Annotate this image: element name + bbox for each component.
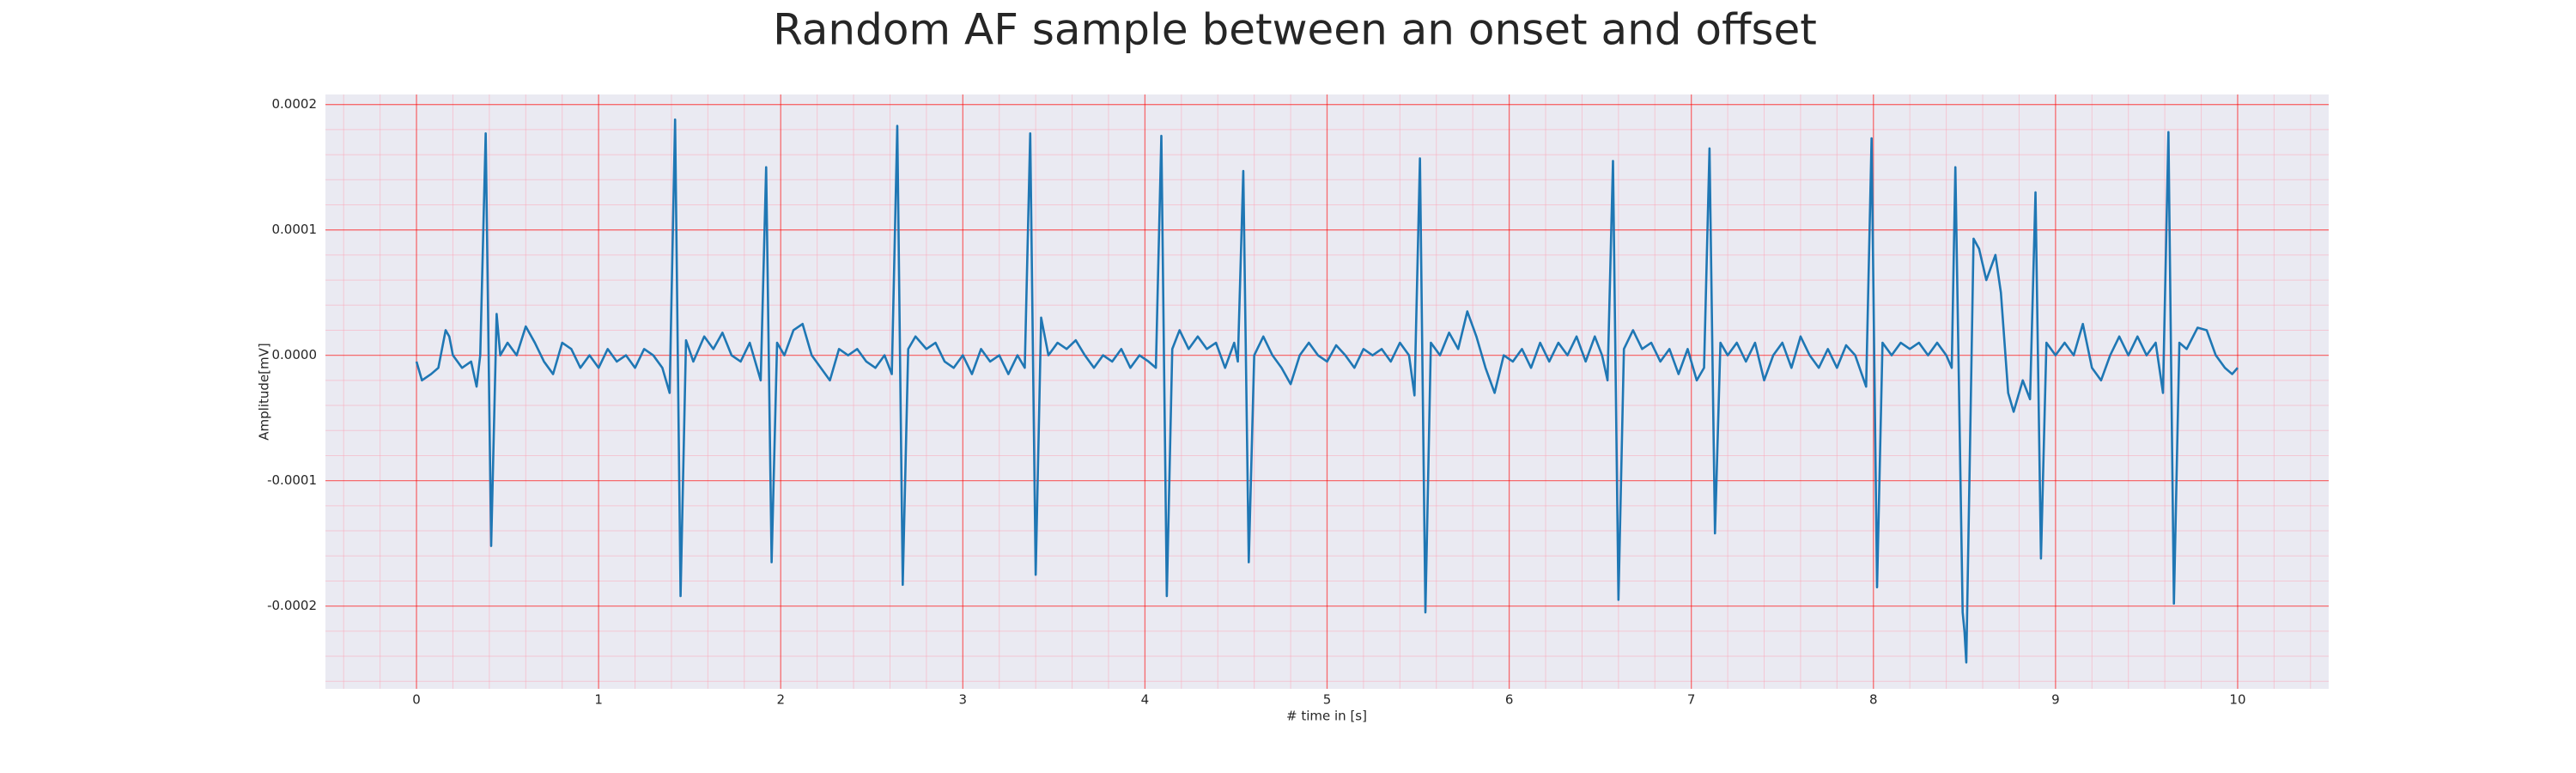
y-tick-label: -0.0001 — [267, 472, 317, 488]
x-tick-label: 2 — [776, 692, 785, 708]
y-tick-label: -0.0002 — [267, 598, 317, 613]
x-tick-label: 6 — [1505, 692, 1514, 708]
x-tick-label: 5 — [1323, 692, 1332, 708]
signal-line — [415, 118, 2239, 664]
y-tick-label: 0.0000 — [272, 347, 318, 362]
y-tick-label: 0.0001 — [272, 222, 318, 237]
x-tick-label: 3 — [959, 692, 968, 708]
x-tick-label: 9 — [2051, 692, 2060, 708]
y-tick-label: 0.0002 — [272, 96, 318, 112]
chart-title: Random AF sample between an onset and of… — [773, 5, 1817, 55]
grid — [325, 94, 2329, 689]
x-axis-label: # time in [s] — [1286, 709, 1367, 724]
x-tick-label: 0 — [412, 692, 421, 708]
y-axis-label: Amplitude[mV] — [257, 343, 272, 440]
x-tick-label: 8 — [1869, 692, 1878, 708]
x-tick-label: 7 — [1687, 692, 1696, 708]
x-tick-label: 4 — [1141, 692, 1150, 708]
x-tick-label: 1 — [594, 692, 603, 708]
x-tick-label: 10 — [2229, 692, 2245, 708]
marks — [415, 118, 2239, 664]
